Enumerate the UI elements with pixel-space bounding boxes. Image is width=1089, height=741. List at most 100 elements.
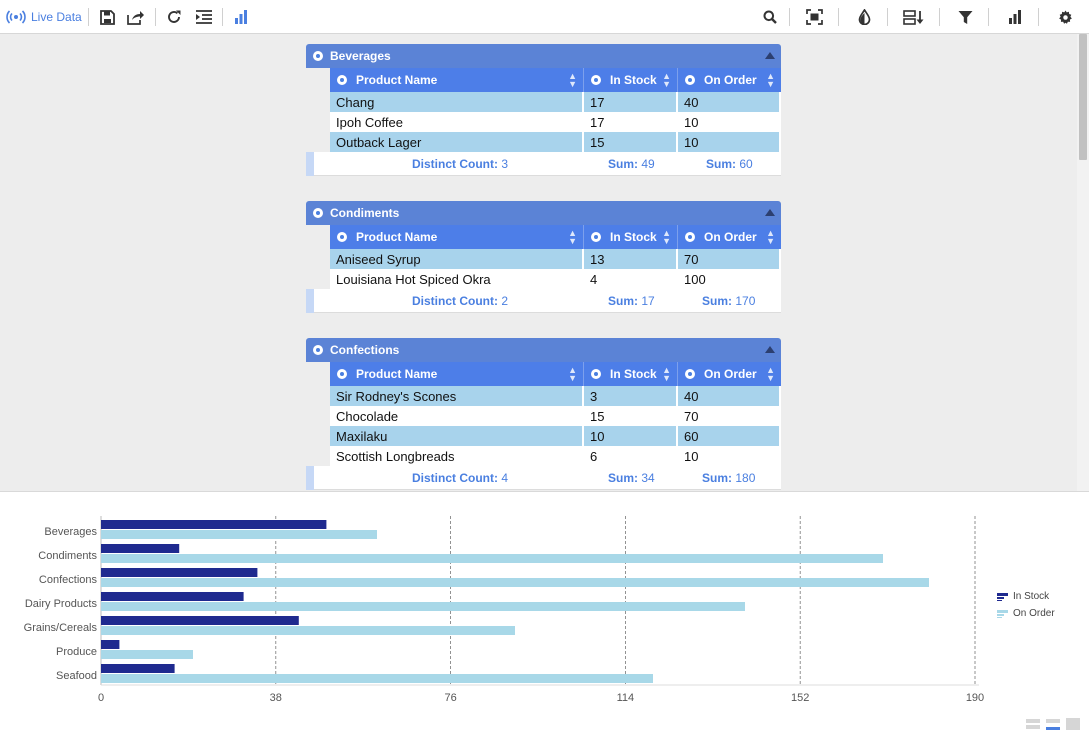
on-order-cell[interactable]: 70 (678, 406, 781, 426)
column-menu-icon[interactable] (591, 75, 601, 85)
fit-selection-button[interactable] (804, 0, 824, 34)
bar-in-stock[interactable] (101, 544, 180, 553)
product-name-cell[interactable]: Aniseed Syrup (330, 249, 584, 269)
indent-list-button[interactable] (194, 0, 214, 34)
refresh-button[interactable] (165, 0, 183, 34)
in-stock-cell[interactable]: 13 (584, 249, 678, 269)
on-order-cell[interactable]: 40 (678, 92, 781, 112)
bar-on-order[interactable] (101, 602, 745, 611)
scrollbar-thumb[interactable] (1079, 34, 1087, 160)
on-order-cell[interactable]: 100 (678, 269, 781, 289)
table-row[interactable]: Chang 17 40 (330, 92, 781, 112)
filter-button[interactable] (956, 0, 974, 34)
table-row[interactable]: Aniseed Syrup 13 70 (330, 249, 781, 269)
on-order-cell[interactable]: 10 (678, 112, 781, 132)
bar-in-stock[interactable] (101, 664, 175, 673)
column-header-product-name[interactable]: Product Name ▲ ▼ (330, 225, 584, 249)
chart-options-button[interactable] (1006, 0, 1024, 34)
bar-on-order[interactable] (101, 530, 377, 539)
pivot-grid[interactable]: Beverages Product Name ▲ ▼ In Stock ▲ ▼ On Orde… (0, 34, 1077, 491)
chart-layout-icon[interactable] (1066, 718, 1080, 730)
in-stock-cell[interactable]: 17 (584, 92, 678, 112)
expand-toggle-icon[interactable] (313, 208, 323, 218)
bar-on-order[interactable] (101, 554, 883, 563)
on-order-cell[interactable]: 10 (678, 132, 781, 152)
in-stock-cell[interactable]: 15 (584, 406, 678, 426)
column-header-on-order[interactable]: On Order ▲ ▼ (678, 68, 781, 92)
save-button[interactable] (98, 0, 116, 34)
in-stock-cell[interactable]: 17 (584, 112, 678, 132)
column-menu-icon[interactable] (685, 232, 695, 242)
sort-fields-button[interactable] (902, 0, 926, 34)
product-name-cell[interactable]: Ipoh Coffee (330, 112, 584, 132)
expand-toggle-icon[interactable] (313, 51, 323, 61)
chart-toggle-button[interactable] (232, 0, 250, 34)
bar-in-stock[interactable] (101, 520, 327, 529)
column-menu-icon[interactable] (685, 369, 695, 379)
group-header[interactable]: Confections (306, 338, 781, 362)
column-header-on-order[interactable]: On Order ▲ ▼ (678, 362, 781, 386)
expand-toggle-icon[interactable] (313, 345, 323, 355)
collapse-caret-icon[interactable] (765, 346, 775, 353)
grid-layout-icon[interactable] (1026, 718, 1040, 730)
product-name-cell[interactable]: Chocolade (330, 406, 584, 426)
group-header[interactable]: Condiments (306, 201, 781, 225)
sort-arrows-icon[interactable]: ▲ ▼ (568, 228, 577, 246)
table-row[interactable]: Chocolade 15 70 (330, 406, 781, 426)
grid-chart-layout-icon[interactable] (1046, 718, 1060, 730)
on-order-cell[interactable]: 40 (678, 386, 781, 406)
table-row[interactable]: Maxilaku 10 60 (330, 426, 781, 446)
sort-arrows-icon[interactable]: ▲ ▼ (766, 71, 775, 89)
sort-arrows-icon[interactable]: ▲ ▼ (766, 365, 775, 383)
product-name-cell[interactable]: Scottish Longbreads (330, 446, 584, 466)
legend-item-on-order[interactable]: On Order (997, 605, 1055, 622)
bar-on-order[interactable] (101, 674, 653, 683)
sort-arrows-icon[interactable]: ▲ ▼ (662, 228, 671, 246)
product-name-cell[interactable]: Louisiana Hot Spiced Okra (330, 269, 584, 289)
on-order-cell[interactable]: 70 (678, 249, 781, 269)
bar-on-order[interactable] (101, 626, 515, 635)
collapse-caret-icon[interactable] (765, 209, 775, 216)
in-stock-cell[interactable]: 6 (584, 446, 678, 466)
group-header[interactable]: Beverages (306, 44, 781, 68)
sort-arrows-icon[interactable]: ▲ ▼ (662, 71, 671, 89)
column-header-in-stock[interactable]: In Stock ▲ ▼ (584, 225, 678, 249)
product-name-cell[interactable]: Sir Rodney's Scones (330, 386, 584, 406)
column-header-product-name[interactable]: Product Name ▲ ▼ (330, 362, 584, 386)
collapse-caret-icon[interactable] (765, 52, 775, 59)
table-row[interactable]: Outback Lager 15 10 (330, 132, 781, 152)
column-header-in-stock[interactable]: In Stock ▲ ▼ (584, 68, 678, 92)
bar-in-stock[interactable] (101, 568, 258, 577)
export-button[interactable] (126, 0, 146, 34)
column-menu-icon[interactable] (591, 232, 601, 242)
bar-on-order[interactable] (101, 650, 193, 659)
in-stock-cell[interactable]: 15 (584, 132, 678, 152)
on-order-cell[interactable]: 10 (678, 446, 781, 466)
sort-arrows-icon[interactable]: ▲ ▼ (568, 365, 577, 383)
column-menu-icon[interactable] (591, 369, 601, 379)
sort-arrows-icon[interactable]: ▲ ▼ (568, 71, 577, 89)
conditional-format-button[interactable] (855, 0, 873, 34)
table-row[interactable]: Ipoh Coffee 17 10 (330, 112, 781, 132)
sort-arrows-icon[interactable]: ▲ ▼ (662, 365, 671, 383)
in-stock-cell[interactable]: 4 (584, 269, 678, 289)
bar-in-stock[interactable] (101, 592, 244, 601)
table-row[interactable]: Louisiana Hot Spiced Okra 4 100 (330, 269, 781, 289)
vertical-scrollbar[interactable] (1077, 34, 1089, 491)
column-header-in-stock[interactable]: In Stock ▲ ▼ (584, 362, 678, 386)
column-menu-icon[interactable] (337, 232, 347, 242)
product-name-cell[interactable]: Outback Lager (330, 132, 584, 152)
on-order-cell[interactable]: 60 (678, 426, 781, 446)
sort-arrows-icon[interactable]: ▲ ▼ (766, 228, 775, 246)
legend-item-in-stock[interactable]: In Stock (997, 588, 1055, 605)
in-stock-cell[interactable]: 3 (584, 386, 678, 406)
bar-in-stock[interactable] (101, 616, 299, 625)
live-data-toggle[interactable]: Live Data (6, 0, 82, 34)
product-name-cell[interactable]: Maxilaku (330, 426, 584, 446)
search-button[interactable] (761, 0, 779, 34)
column-menu-icon[interactable] (337, 75, 347, 85)
column-header-on-order[interactable]: On Order ▲ ▼ (678, 225, 781, 249)
column-menu-icon[interactable] (685, 75, 695, 85)
in-stock-cell[interactable]: 10 (584, 426, 678, 446)
bar-on-order[interactable] (101, 578, 929, 587)
